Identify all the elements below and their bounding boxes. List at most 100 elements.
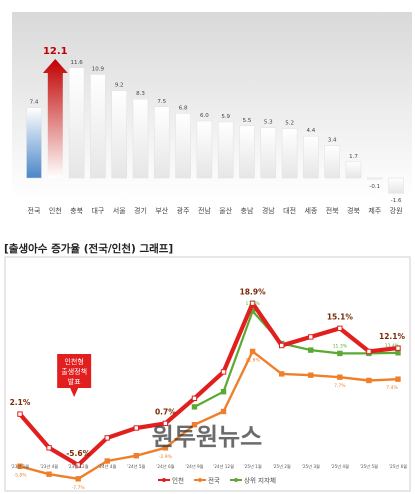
data-point [104, 458, 110, 464]
data-point [133, 425, 140, 431]
data-point [337, 350, 343, 357]
data-label: 11.6% [245, 357, 260, 363]
bar-value-label: -1.6 [391, 198, 402, 204]
data-label: 7.7% [334, 383, 346, 389]
data-point [191, 395, 198, 402]
bar-category-label: 울산 [219, 206, 232, 215]
data-label: 15.1% [327, 312, 354, 321]
bar-category-label: 강원 [390, 206, 403, 215]
data-point [75, 476, 81, 482]
bar-value-label: 5.3 [264, 120, 273, 126]
data-point [133, 453, 140, 459]
data-point [220, 408, 227, 415]
series-line-상위 지자체 [193, 310, 399, 408]
x-tick-label: '23년 12월 [68, 463, 89, 470]
bar-충남 [239, 125, 255, 179]
watermark-text: 원투원뉴스 [152, 423, 262, 451]
data-point [162, 420, 169, 427]
data-point [191, 422, 198, 428]
data-point [395, 345, 401, 351]
annotation-text: 발표 [68, 377, 81, 386]
bar-category-label: 제주 [368, 207, 381, 215]
line-chart-svg: 2.1% -5.6% 0.7% 18.9% 15.1% 12.1% -5.8% -7.7% -2… [4, 256, 411, 492]
bar-value-label: 4.4 [307, 128, 316, 134]
data-point [366, 377, 372, 384]
bar-category-label: 세종 [304, 206, 317, 215]
annotation-text: 인천형 [64, 357, 83, 366]
x-tick-label: '24년 5월 [127, 463, 145, 470]
annotation-callout [57, 354, 92, 397]
x-tick-label: '25년 1월 [244, 463, 262, 470]
bar-울산 [217, 121, 234, 179]
bar-인천 [42, 59, 68, 178]
data-label: 17.7% [245, 301, 260, 307]
x-tick-label: '25년 5월 [360, 463, 378, 470]
data-point [104, 435, 110, 441]
bar-category-label: 경북 [347, 206, 360, 215]
data-label: 0.7% [155, 407, 176, 416]
bar-value-label: 7.4 [30, 100, 39, 106]
bar-category-label: 전남 [198, 206, 211, 215]
legend-marker [198, 478, 202, 482]
bar-value-label: 12.1 [43, 46, 68, 57]
x-tick-label: '25년 6월 [389, 463, 407, 470]
bar-경북 [345, 161, 362, 179]
bar-경기 [132, 98, 149, 179]
series-line-전국 [19, 350, 399, 480]
data-point [308, 347, 314, 353]
bar-value-label: 5.2 [285, 121, 294, 127]
data-point [162, 445, 169, 451]
bar-category-label: 부산 [155, 206, 168, 215]
data-point [46, 445, 52, 451]
bar-category-label: 전국 [28, 206, 41, 215]
data-point [75, 462, 81, 468]
bar-광주 [175, 113, 191, 179]
legend-marker [162, 478, 166, 482]
x-tick-label: '24년 9월 [185, 463, 203, 470]
data-point [191, 404, 198, 410]
bar-category-label: 서울 [113, 206, 126, 215]
data-point [220, 389, 227, 395]
bar-강원 [388, 177, 404, 194]
birth-rate-line-chart: [출생아수 증가율 (전국/인천) 그래프] 2.1% -5.6% 0.7% 18.9… [0, 232, 415, 494]
bar-value-label: 6.8 [179, 105, 188, 111]
legend-label: 전국 [208, 476, 220, 485]
bar-category-label: 경기 [134, 206, 147, 215]
x-tick-label: '24년 4월 [98, 463, 116, 470]
data-point [278, 342, 285, 349]
data-label: -5.8% [13, 472, 27, 478]
bar-value-label: 10.9 [92, 66, 105, 72]
x-tick-label: '24년 6월 [156, 463, 174, 470]
bar-충북 [68, 67, 85, 179]
bar-value-label: 3.4 [328, 138, 337, 144]
bar-category-label: 인천 [49, 206, 62, 215]
regional-bar-chart: 7.4 전국 12.1 인천 11.6 충북 10.9 대구 9.2 서울 8.3 경기 7.5 부산 6.… [0, 0, 415, 232]
x-tick-label: '23년 1월 [11, 463, 29, 470]
data-point [249, 300, 256, 306]
bar-전남 [196, 120, 213, 179]
annotation-text: 출생정책 [61, 367, 87, 376]
data-point [249, 348, 256, 355]
bar-category-label: 충남 [241, 206, 254, 215]
bar-대전 [281, 128, 298, 179]
data-point [17, 411, 23, 417]
data-point [17, 463, 23, 469]
bar-value-label: 5.5 [243, 118, 252, 124]
bar-경남 [260, 127, 277, 179]
x-tick-label: '23년 4월 [40, 463, 58, 470]
bar-chart-svg: 7.4 전국 12.1 인천 11.6 충북 10.9 대구 9.2 서울 8.3 경기 7.5 부산 6.… [12, 12, 412, 215]
bar-value-label: 6.0 [200, 113, 209, 119]
legend-label: 상위 지자체 [244, 476, 276, 485]
bar-category-label: 전북 [326, 206, 339, 215]
data-point [395, 350, 401, 356]
data-label: 18.9% [240, 287, 267, 296]
bar-category-label: 대전 [283, 206, 296, 215]
data-label: 2.1% [10, 398, 31, 407]
data-label: -2.9% [159, 454, 173, 460]
bar-전북 [324, 145, 340, 179]
data-label: 11.4% [385, 343, 400, 349]
bar-전국 [26, 107, 42, 179]
x-tick-label: '25년 4월 [331, 463, 349, 470]
data-label: 11.3% [333, 343, 348, 349]
bar-부산 [154, 106, 170, 179]
